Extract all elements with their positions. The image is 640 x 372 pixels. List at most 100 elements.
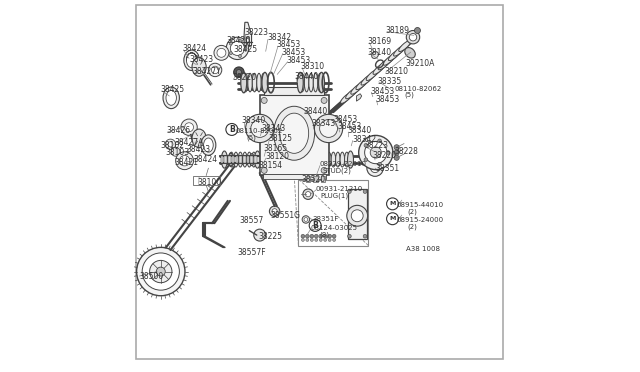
Text: 38351: 38351 — [375, 164, 399, 173]
Ellipse shape — [340, 92, 353, 103]
Ellipse shape — [372, 52, 378, 58]
Text: 38340: 38340 — [348, 126, 372, 135]
Text: 38335: 38335 — [378, 77, 402, 86]
Text: 38557: 38557 — [239, 216, 264, 225]
Ellipse shape — [248, 73, 252, 92]
Text: B: B — [229, 125, 235, 134]
Circle shape — [244, 47, 247, 50]
Text: 38120: 38120 — [265, 153, 289, 161]
Text: 38228: 38228 — [394, 147, 419, 156]
Ellipse shape — [184, 50, 200, 71]
Text: A38 1008: A38 1008 — [406, 246, 440, 252]
Circle shape — [358, 135, 393, 170]
Ellipse shape — [319, 151, 325, 168]
Circle shape — [386, 151, 390, 154]
Bar — [314, 176, 318, 182]
Text: 38453: 38453 — [287, 56, 311, 65]
Ellipse shape — [361, 74, 373, 85]
Circle shape — [234, 67, 244, 77]
Text: 39210A: 39210A — [406, 59, 435, 68]
Ellipse shape — [378, 59, 390, 70]
Ellipse shape — [257, 73, 261, 92]
Text: 38225: 38225 — [259, 232, 282, 241]
Circle shape — [181, 119, 197, 135]
Ellipse shape — [322, 152, 326, 167]
Ellipse shape — [305, 73, 309, 92]
Circle shape — [328, 238, 331, 241]
Circle shape — [387, 198, 399, 210]
Ellipse shape — [373, 63, 385, 74]
Text: 38165: 38165 — [264, 144, 287, 153]
Ellipse shape — [314, 73, 318, 92]
Text: 08915-24000: 08915-24000 — [397, 217, 444, 223]
Ellipse shape — [356, 78, 368, 90]
Ellipse shape — [238, 152, 243, 167]
Text: 38453: 38453 — [370, 87, 394, 96]
Circle shape — [315, 238, 318, 241]
Circle shape — [236, 70, 241, 75]
Ellipse shape — [247, 152, 252, 167]
Circle shape — [347, 205, 367, 226]
Bar — [262, 174, 326, 179]
Circle shape — [409, 33, 417, 41]
Text: STUD(2): STUD(2) — [323, 168, 352, 174]
Circle shape — [371, 164, 380, 173]
Text: 38100: 38100 — [197, 178, 221, 187]
Circle shape — [370, 147, 381, 158]
Ellipse shape — [166, 90, 177, 105]
Text: 38500: 38500 — [140, 272, 164, 280]
Bar — [264, 87, 324, 95]
Ellipse shape — [404, 48, 415, 58]
Text: 38551G: 38551G — [271, 211, 301, 219]
Ellipse shape — [262, 72, 268, 93]
Circle shape — [324, 238, 326, 241]
Ellipse shape — [309, 73, 314, 92]
Circle shape — [301, 238, 305, 241]
Circle shape — [251, 119, 269, 137]
Circle shape — [150, 260, 172, 283]
Bar — [236, 156, 238, 163]
Text: 38453: 38453 — [333, 115, 358, 124]
Text: 38424: 38424 — [182, 44, 207, 53]
Ellipse shape — [383, 54, 396, 65]
Circle shape — [364, 144, 368, 147]
Bar — [254, 156, 257, 163]
Text: 38169: 38169 — [367, 37, 392, 46]
Ellipse shape — [261, 73, 266, 92]
Ellipse shape — [331, 152, 335, 167]
Text: 38342: 38342 — [267, 33, 291, 42]
Text: 38453: 38453 — [282, 48, 306, 57]
Text: 38425: 38425 — [234, 45, 258, 54]
Circle shape — [351, 210, 363, 222]
Bar — [193, 176, 220, 185]
Ellipse shape — [335, 152, 340, 167]
Text: 38421: 38421 — [174, 158, 198, 167]
Text: 38220: 38220 — [373, 151, 397, 160]
Circle shape — [365, 141, 387, 164]
Ellipse shape — [326, 152, 331, 167]
Circle shape — [306, 238, 309, 241]
Bar — [321, 176, 325, 182]
Circle shape — [214, 45, 229, 60]
Circle shape — [239, 55, 241, 58]
Text: 38423: 38423 — [189, 55, 213, 64]
Ellipse shape — [255, 151, 260, 168]
Text: 38220: 38220 — [232, 73, 256, 82]
Circle shape — [387, 213, 399, 225]
Text: 00931-21210: 00931-21210 — [316, 186, 363, 192]
Circle shape — [378, 139, 381, 143]
Circle shape — [319, 238, 322, 241]
Circle shape — [305, 234, 309, 238]
Polygon shape — [244, 22, 252, 46]
Circle shape — [175, 152, 193, 170]
Circle shape — [348, 190, 351, 193]
Circle shape — [165, 139, 175, 150]
Ellipse shape — [241, 72, 246, 93]
Ellipse shape — [300, 73, 305, 92]
Circle shape — [254, 229, 266, 241]
Circle shape — [332, 234, 336, 238]
Circle shape — [184, 123, 193, 132]
Ellipse shape — [351, 83, 363, 94]
Ellipse shape — [340, 152, 344, 167]
Text: 38189: 38189 — [385, 26, 409, 35]
